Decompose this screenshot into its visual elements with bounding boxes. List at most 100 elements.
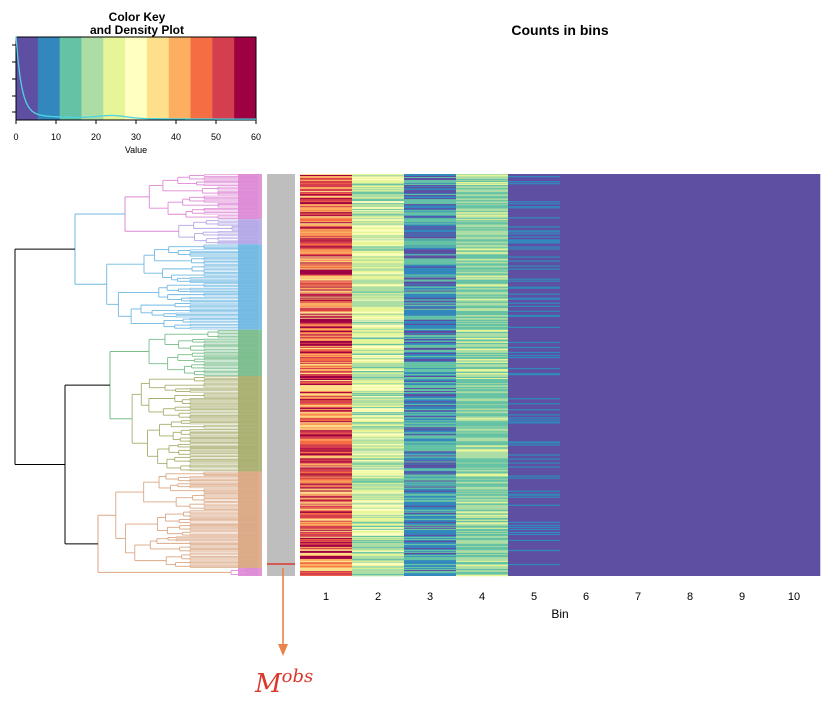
x-tick-label: 4 (479, 591, 485, 603)
heatmap-cell (352, 492, 405, 494)
heatmap-cell (508, 356, 561, 359)
heatmap-cell (352, 288, 405, 290)
heatmap-cell (404, 238, 457, 240)
heatmap-cell (300, 312, 353, 314)
heatmap-cell (300, 302, 353, 304)
heatmap-cell (456, 369, 509, 372)
heatmap-cell (404, 195, 457, 197)
heatmap-cell (456, 215, 509, 217)
heatmap-cell (300, 293, 353, 295)
heatmap-cell (456, 554, 509, 557)
heatmap-cell (404, 477, 457, 479)
heatmap-cell (352, 322, 405, 324)
heatmap-cell (300, 384, 353, 386)
heatmap-cell (300, 473, 353, 475)
heatmap-cell (352, 192, 405, 194)
heatmap-cell (404, 450, 457, 452)
heatmap-cell (352, 379, 405, 381)
color-key-swatch (16, 37, 39, 120)
color-key-subtitle: and Density Plot (90, 23, 184, 37)
heatmap-cell (352, 221, 405, 223)
heatmap-cell (352, 422, 405, 424)
heatmap-cell (352, 513, 405, 515)
heatmap-cell (404, 437, 457, 439)
heatmap-cell (300, 229, 353, 231)
heatmap-cell (404, 505, 457, 507)
heatmap-cell (456, 537, 509, 540)
heatmap-cell (300, 306, 353, 308)
heatmap-cell (456, 544, 509, 547)
heatmap-column-base (612, 174, 665, 576)
heatmap-cell (456, 414, 509, 416)
heatmap-cell (404, 358, 457, 361)
heatmap-cell (404, 252, 457, 254)
chart-title: Counts in bins (511, 22, 608, 38)
color-key-swatch (103, 37, 126, 120)
heatmap-cell (352, 417, 405, 419)
heatmap-cell (404, 366, 457, 369)
heatmap-cell (456, 222, 509, 224)
heatmap-cell (352, 354, 405, 357)
heatmap-cell (300, 276, 353, 278)
heatmap-cell (352, 404, 405, 406)
heatmap-cell (352, 465, 405, 467)
heatmap-column-bin-8 (664, 174, 717, 576)
heatmap-cell (300, 405, 353, 407)
heatmap-cell (352, 359, 405, 362)
heatmap-cell (404, 291, 457, 293)
heatmap-cell (456, 477, 509, 479)
heatmap-cell (456, 425, 509, 427)
heatmap-cell (352, 388, 405, 390)
heatmap-cell (404, 448, 457, 450)
heatmap-cell (404, 460, 457, 462)
heatmap-cell (352, 559, 405, 562)
heatmap-cell (456, 382, 509, 384)
heatmap-cell (404, 536, 457, 539)
heatmap-cell (352, 305, 405, 307)
heatmap-cell (352, 440, 405, 442)
heatmap-cell (300, 485, 353, 487)
heatmap-cell (300, 345, 353, 348)
heatmap-cell (352, 321, 405, 323)
heatmap-cell (300, 495, 353, 497)
heatmap-cell (404, 420, 457, 422)
heatmap-cell (456, 220, 509, 222)
heatmap-cell (456, 248, 509, 250)
heatmap-cell (352, 542, 405, 545)
heatmap-cell (404, 547, 457, 550)
heatmap-cell (300, 407, 353, 409)
heatmap-cell (352, 506, 405, 508)
heatmap-cell (404, 208, 457, 210)
heatmap-cell (352, 324, 405, 327)
heatmap-cell (300, 518, 353, 520)
heatmap-cell (300, 511, 353, 513)
heatmap-cell (300, 455, 353, 457)
row-dendrogram (14, 174, 262, 576)
x-tick-label: 1 (323, 591, 329, 603)
heatmap-cell (300, 465, 353, 467)
heatmap-cell (352, 215, 405, 217)
heatmap-cell (300, 557, 353, 560)
heatmap-cell (456, 211, 509, 213)
heatmap-cell (404, 347, 457, 350)
heatmap-cell (456, 207, 509, 209)
heatmap-cell (404, 317, 457, 319)
heatmap-cell (508, 305, 561, 307)
heatmap-cell (508, 533, 561, 536)
heatmap-cell (352, 343, 405, 346)
heatmap-cell (300, 340, 353, 343)
heatmap-cell (508, 236, 561, 238)
heatmap-cell (352, 550, 405, 553)
heatmap-cell (300, 334, 353, 337)
heatmap-cell (404, 316, 457, 318)
heatmap-cell (300, 182, 353, 184)
heatmap-cell (300, 566, 353, 569)
heatmap-cell (456, 534, 509, 537)
heatmap-cell (300, 278, 353, 280)
heatmap-cell (456, 410, 509, 412)
heatmap-cell (300, 211, 353, 213)
heatmap-cell (352, 572, 405, 575)
heatmap-cell (404, 220, 457, 222)
heatmap-cell (456, 427, 509, 429)
heatmap-cell (404, 540, 457, 543)
